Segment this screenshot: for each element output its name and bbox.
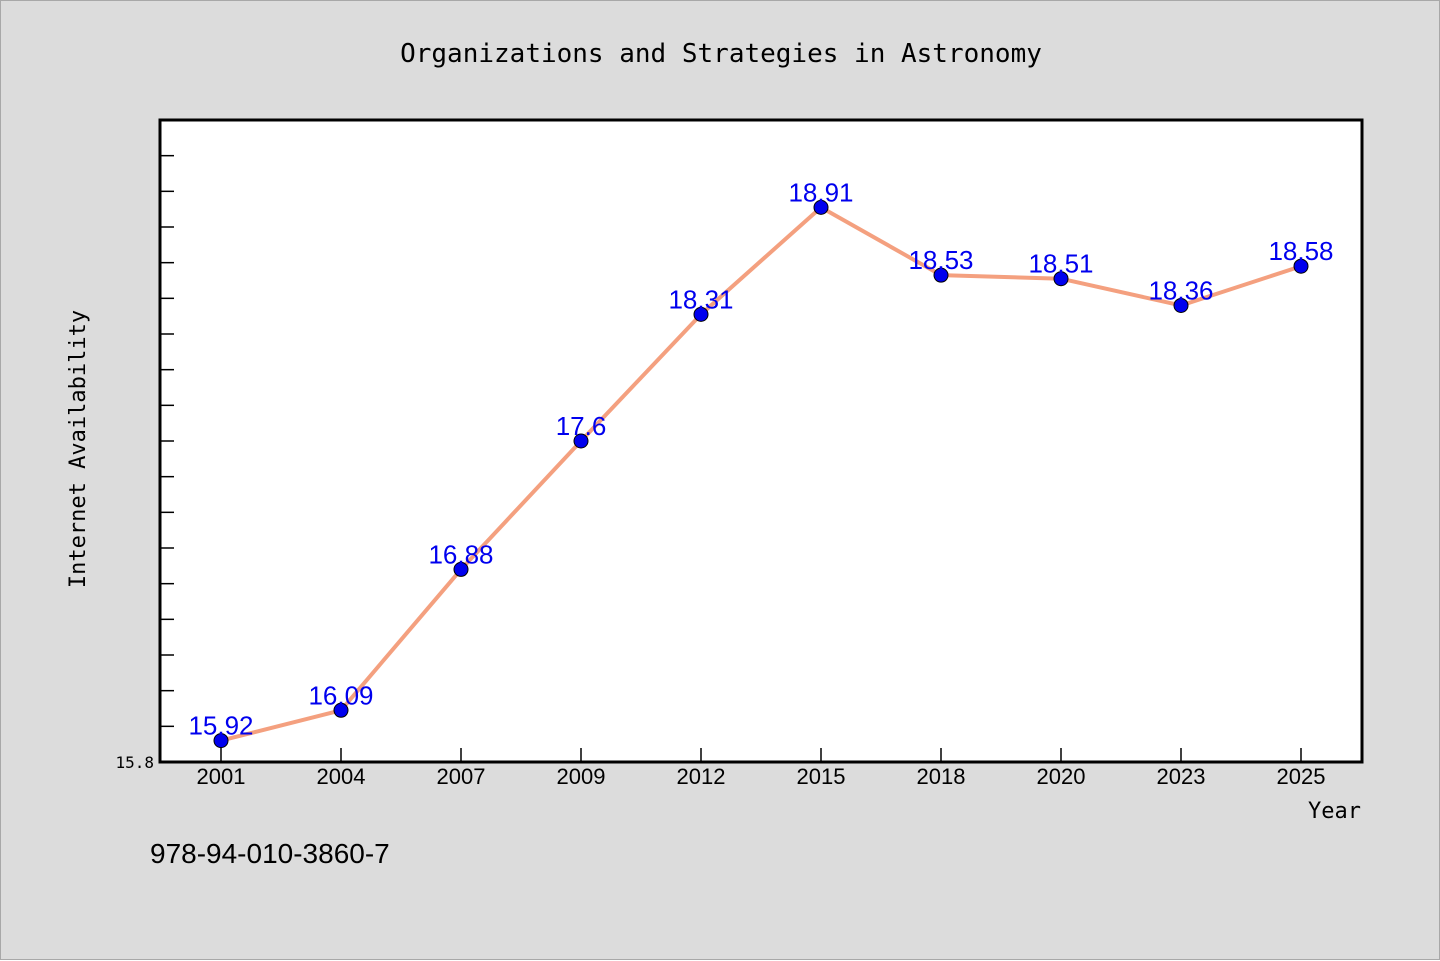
data-point (1173, 297, 1189, 313)
data-label: 18.51 (1028, 249, 1093, 279)
data-point (573, 433, 589, 449)
series-line (219, 205, 1303, 743)
plot-frame (158, 118, 1364, 764)
x-tick-label: 2007 (437, 764, 486, 789)
data-label: 17.6 (556, 411, 607, 441)
data-point (1053, 271, 1069, 287)
data-point (1293, 258, 1309, 274)
x-axis-label: Year (1308, 799, 1361, 824)
x-axis-tick-labels: 2001 2004 2007 2009 2012 2015 2018 2020 2023 2025 (197, 764, 1326, 789)
data-label: 16.09 (308, 680, 373, 710)
x-tick-label: 2001 (197, 764, 246, 789)
data-point (453, 561, 469, 577)
x-tick-label: 2009 (557, 764, 606, 789)
y-axis-label: Internet Availability (66, 310, 91, 588)
data-label: 16.88 (428, 539, 493, 569)
data-markers (213, 199, 1309, 749)
data-label: 15.92 (188, 711, 253, 741)
plot-area (160, 120, 1362, 762)
x-tick-label: 2020 (1037, 764, 1086, 789)
x-axis-ticks (220, 748, 1302, 762)
x-tick-label: 2018 (917, 764, 966, 789)
data-labels: 15.92 16.09 16.88 17.6 18.31 18.91 18.53 18.51 1… (188, 177, 1333, 740)
x-tick-label: 2023 (1157, 764, 1206, 789)
data-point (813, 199, 829, 215)
x-tick-label: 2015 (797, 764, 846, 789)
data-label: 18.58 (1268, 236, 1333, 266)
data-label: 18.31 (668, 284, 733, 314)
data-point (693, 306, 709, 322)
chart-title: Organizations and Strategies in Astronom… (400, 39, 1042, 69)
data-point (933, 267, 949, 283)
data-label: 18.36 (1148, 275, 1213, 305)
y-axis-ticks (160, 119, 174, 763)
x-tick-label: 2025 (1277, 764, 1326, 789)
data-point (213, 733, 229, 749)
data-point (333, 702, 349, 718)
x-tick-label: 2004 (317, 764, 366, 789)
data-label: 18.53 (908, 245, 973, 275)
data-label: 18.91 (788, 177, 853, 207)
x-tick-label: 2012 (677, 764, 726, 789)
y-tick-label: 15.8 (115, 753, 154, 772)
isbn-annotation: 978-94-010-3860-7 (150, 838, 390, 869)
